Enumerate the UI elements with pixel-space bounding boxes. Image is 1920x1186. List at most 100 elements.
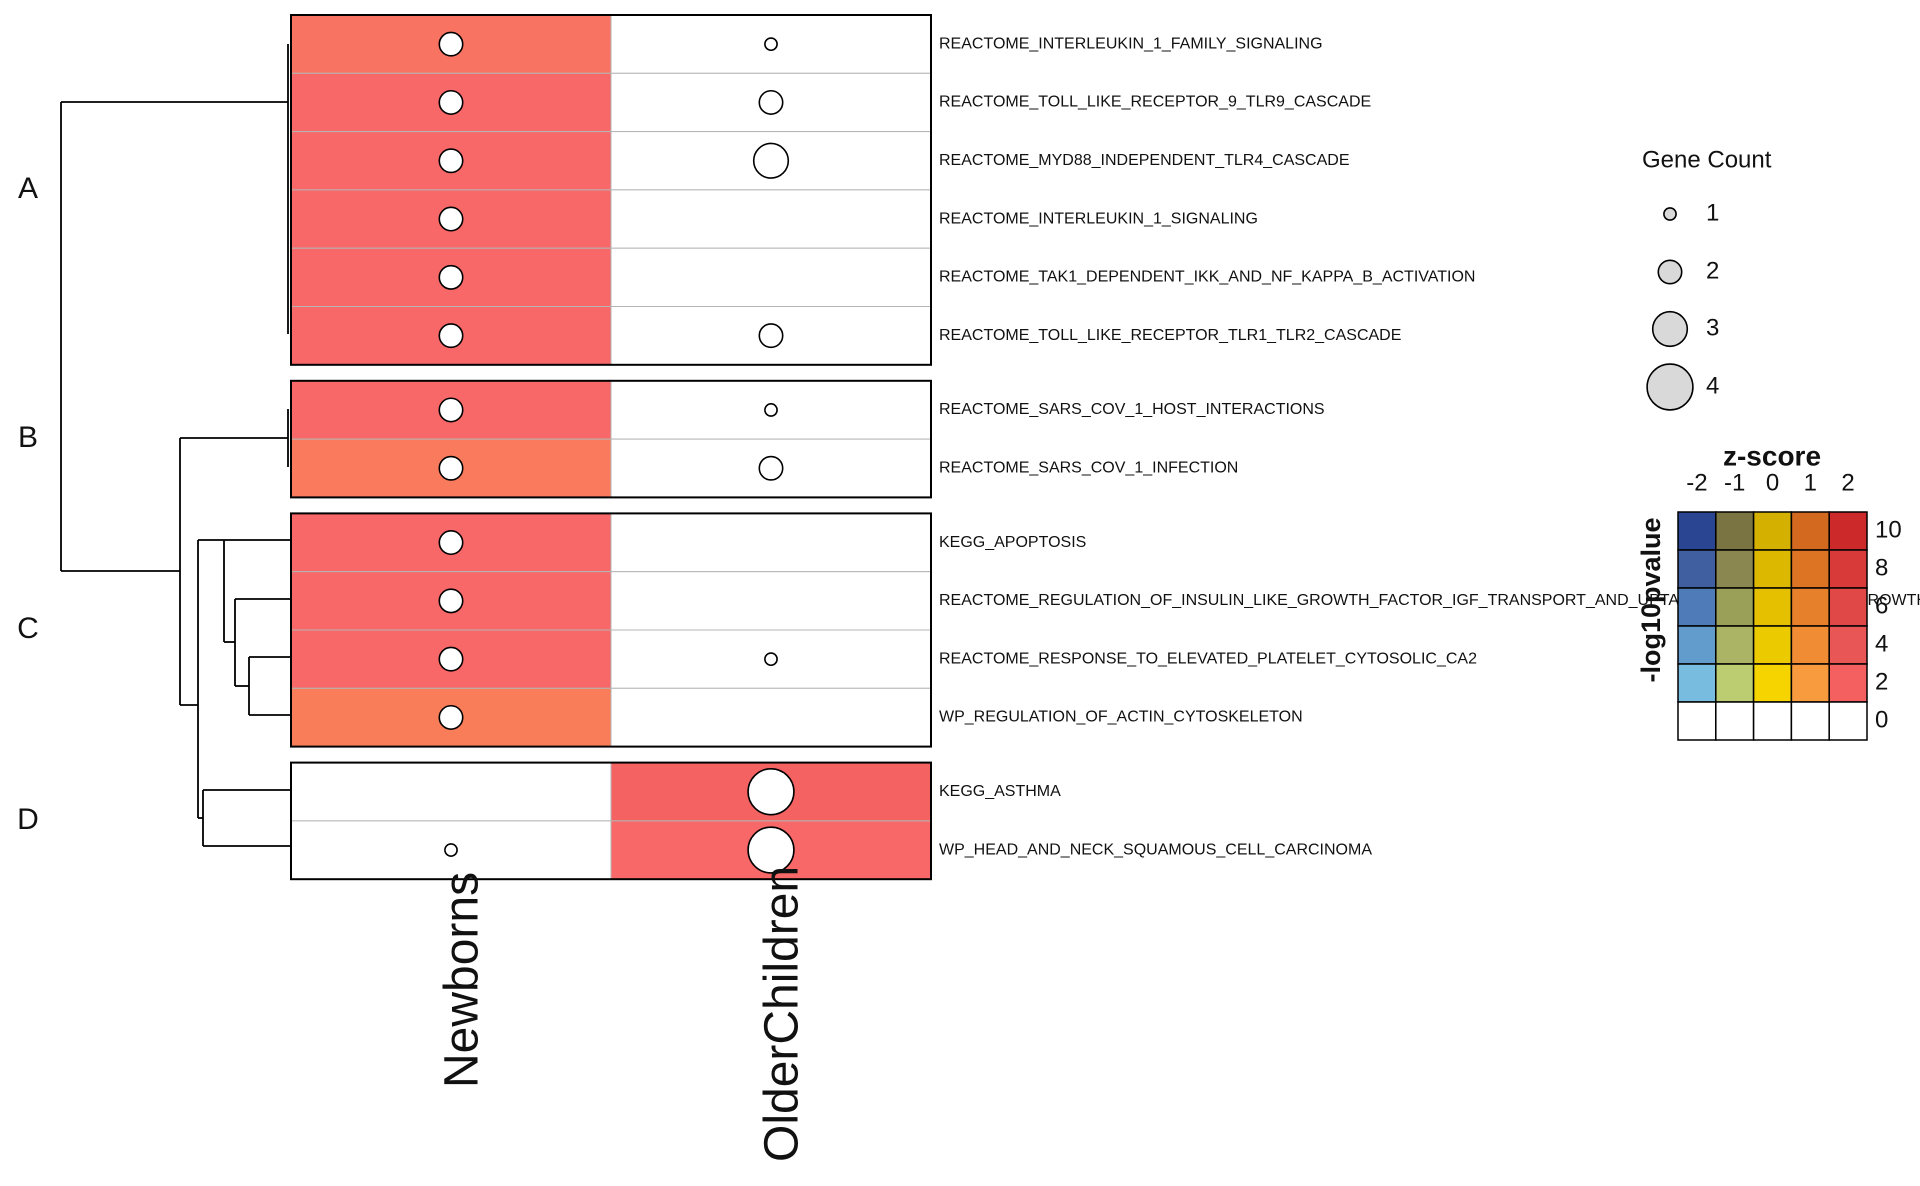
column-label: OlderChildren [756,866,809,1162]
gene-count-dot [438,397,464,423]
cluster-label: D [17,803,39,836]
color-legend-cell [1677,549,1717,589]
color-legend-cell [1752,549,1793,589]
color-legend-cell [1677,663,1717,703]
size-legend-dot [1651,310,1689,348]
color-legend-cell [1715,701,1755,741]
color-legend-cell [1828,511,1868,551]
color-legend-cell [1677,587,1717,627]
color-legend-x-tick: -2 [1686,469,1707,496]
color-legend-cell [1752,587,1793,627]
color-legend-x-tick: -1 [1724,469,1745,496]
cluster-label: C [17,612,39,645]
gene-count-dot [438,264,464,290]
color-legend-cell [1715,663,1755,703]
color-legend-cell [1752,701,1793,741]
cluster-border [290,761,932,881]
row-label: REACTOME_SARS_COV_1_INFECTION [939,459,1238,476]
cluster-label: A [18,172,38,205]
size-legend-label: 4 [1706,372,1719,399]
gene-count-dot [438,588,464,614]
cluster-label: B [18,421,38,454]
row-label: WP_REGULATION_OF_ACTIN_CYTOSKELETON [939,709,1303,726]
color-legend-title: z-score [1723,440,1821,471]
heatmap-cell [290,438,612,498]
color-legend-x-tick: 2 [1841,469,1854,496]
gene-count-dot [438,206,464,232]
color-legend-x-tick: 0 [1766,469,1779,496]
color-legend-cell [1715,625,1755,665]
color-legend-cell [1790,701,1830,741]
color-legend-cell [1715,511,1755,551]
size-legend-dot [1663,207,1677,221]
gene-count-dot [438,148,464,174]
gene-count-dot [444,843,458,857]
gene-count-dot [764,37,778,52]
gene-count-dot [438,530,464,556]
row-label: REACTOME_TOLL_LIKE_RECEPTOR_9_TLR9_CASCA… [939,94,1371,111]
color-legend-cell [1790,625,1830,665]
gene-count-dot [438,455,464,481]
row-label: WP_HEAD_AND_NECK_SQUAMOUS_CELL_CARCINOMA [939,841,1372,858]
gene-count-dot [438,323,464,349]
size-legend-label: 3 [1706,314,1719,341]
heatmap-cell [610,247,932,307]
color-legend-cell [1677,701,1717,741]
color-legend-y-tick: 2 [1875,668,1888,695]
gene-count-dot [764,403,778,417]
color-legend-y-tick: 6 [1875,592,1888,619]
row-label: REACTOME_MYD88_INDEPENDENT_TLR4_CASCADE [939,152,1349,169]
color-legend-cell [1677,625,1717,665]
gene-count-dot [758,89,784,115]
color-legend-ylabel: -log10pvalue [1636,517,1666,682]
column-label: Newborns [436,872,489,1088]
gene-count-dot [758,323,784,349]
color-legend-cell [1790,549,1830,589]
heatmap-cell [610,571,932,631]
gene-count-dot [747,768,795,816]
color-legend-cell [1752,663,1793,703]
color-legend-cell [1828,663,1868,703]
size-legend-label: 2 [1706,257,1719,284]
heatmap-cell [610,512,932,573]
color-legend-y-tick: 0 [1875,706,1888,733]
cluster-border [290,379,932,499]
color-legend-cell [1828,587,1868,627]
row-label: REACTOME_TOLL_LIKE_RECEPTOR_TLR1_TLR2_CA… [939,327,1401,344]
gene-count-dot [438,646,464,672]
gene-count-dot [747,826,795,874]
color-legend-cell [1790,587,1830,627]
row-label: REACTOME_INTERLEUKIN_1_SIGNALING [939,210,1258,227]
color-legend-cell [1828,549,1868,589]
gene-count-dot [438,704,464,730]
color-legend-y-tick: 8 [1875,554,1888,581]
color-legend-cell [1752,511,1793,551]
row-label: REACTOME_TAK1_DEPENDENT_IKK_AND_NF_KAPPA… [939,269,1475,286]
gene-count-dot [764,652,778,667]
gene-count-dot [438,89,464,115]
gene-count-dot [438,31,464,57]
heatmap-cell [610,189,932,249]
row-label: KEGG_ASTHMA [939,783,1061,800]
color-legend-cell [1715,587,1755,627]
color-legend-cell [1790,511,1830,551]
color-legend-y-tick: 10 [1875,516,1902,543]
row-label: REACTOME_RESPONSE_TO_ELEVATED_PLATELET_C… [939,650,1477,667]
size-legend-dot [1646,363,1694,411]
heatmap-cell [290,762,612,822]
size-legend-label: 1 [1706,199,1719,226]
color-legend-cell [1828,701,1868,741]
color-legend-x-tick: 1 [1804,469,1817,496]
row-label: KEGG_APOPTOSIS [939,534,1086,551]
color-legend-cell [1752,625,1793,665]
row-label: REACTOME_REGULATION_OF_INSULIN_LIKE_GROW… [939,592,1920,609]
color-legend-y-tick: 4 [1875,630,1888,657]
color-legend-cell [1790,663,1830,703]
gene-count-dot [758,455,784,481]
row-label: REACTOME_SARS_COV_1_HOST_INTERACTIONS [939,401,1325,418]
color-legend-cell [1715,549,1755,589]
gene-count-dot [752,142,790,179]
size-legend-dot [1657,259,1683,285]
